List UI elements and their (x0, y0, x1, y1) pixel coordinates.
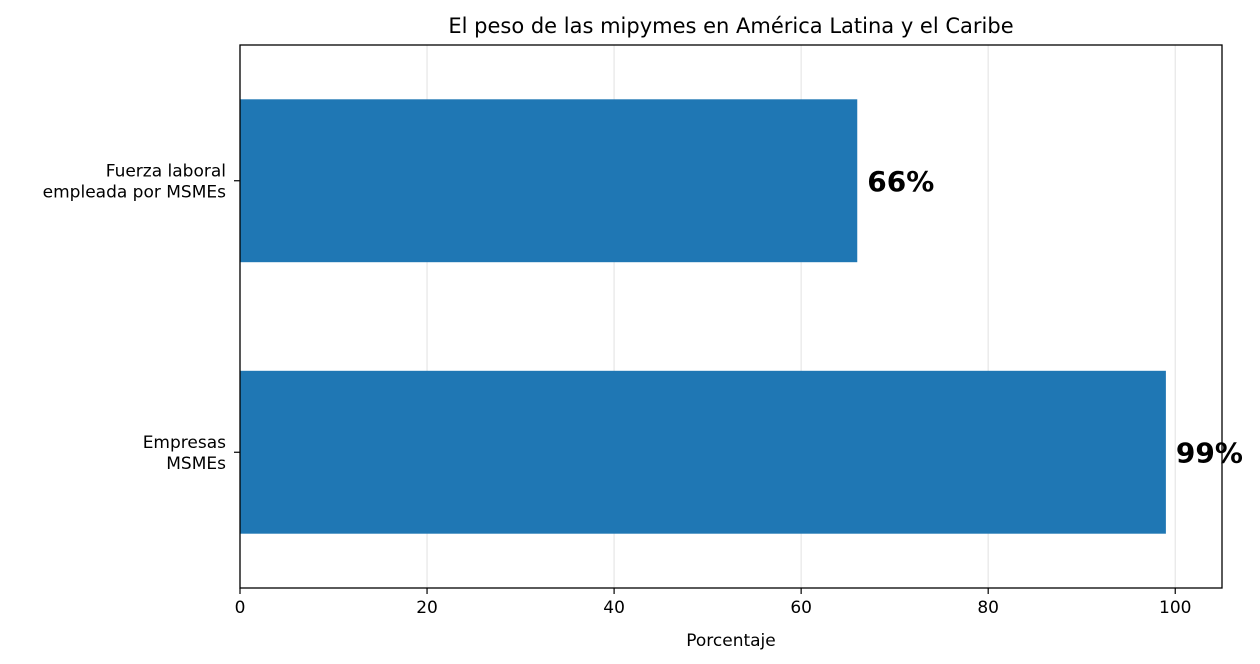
x-tick-label: 40 (603, 598, 625, 618)
x-tick-label: 100 (1159, 598, 1191, 618)
bar (240, 99, 858, 263)
plot-frame (239, 44, 1223, 589)
data-label: 99% (1176, 436, 1243, 469)
y-tick-label: Empresas (143, 433, 226, 453)
x-axis-ticks: 0 20 40 60 80 100 (235, 588, 1191, 618)
x-tick-label: 60 (790, 598, 812, 618)
data-label: 66% (867, 165, 934, 198)
data-labels: 66% 99% (867, 165, 1243, 470)
bars (240, 99, 1166, 534)
y-tick-label: MSMEs (166, 454, 226, 474)
x-tick-label: 0 (235, 598, 246, 618)
x-tick-label: 80 (977, 598, 999, 618)
x-tick-label: 20 (416, 598, 438, 618)
x-axis-label: Porcentaje (686, 631, 776, 651)
bar (240, 370, 1166, 534)
y-tick-label: empleada por MSMEs (43, 182, 226, 202)
chart-title: El peso de las mipymes en América Latina… (448, 14, 1013, 38)
y-tick-label: Fuerza laboral (106, 161, 226, 181)
